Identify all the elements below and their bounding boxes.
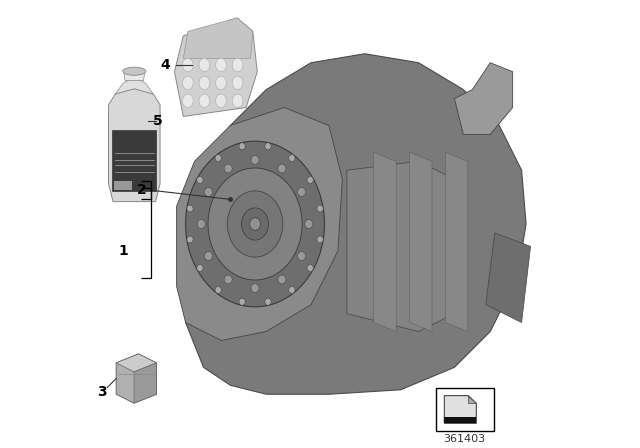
- Ellipse shape: [265, 143, 271, 150]
- Text: 4: 4: [161, 58, 170, 72]
- Polygon shape: [115, 81, 154, 94]
- Ellipse shape: [196, 265, 203, 271]
- Ellipse shape: [317, 205, 323, 212]
- Polygon shape: [174, 18, 257, 116]
- Ellipse shape: [239, 143, 245, 150]
- Polygon shape: [177, 108, 342, 340]
- Ellipse shape: [227, 191, 283, 257]
- Polygon shape: [486, 233, 531, 323]
- Ellipse shape: [278, 164, 286, 173]
- Text: 2: 2: [137, 183, 147, 198]
- Ellipse shape: [224, 164, 232, 173]
- Ellipse shape: [197, 220, 205, 228]
- Ellipse shape: [182, 94, 193, 108]
- Ellipse shape: [216, 94, 227, 108]
- Ellipse shape: [239, 298, 245, 305]
- Ellipse shape: [187, 236, 193, 243]
- Ellipse shape: [298, 188, 306, 196]
- Ellipse shape: [204, 252, 212, 260]
- Ellipse shape: [251, 155, 259, 164]
- Ellipse shape: [216, 58, 227, 72]
- Bar: [114, 181, 132, 190]
- Text: 3: 3: [97, 385, 107, 399]
- Polygon shape: [445, 152, 468, 332]
- Polygon shape: [116, 354, 156, 403]
- Ellipse shape: [232, 94, 243, 108]
- Ellipse shape: [199, 76, 210, 90]
- Polygon shape: [468, 396, 476, 403]
- Ellipse shape: [278, 275, 286, 284]
- Ellipse shape: [216, 76, 227, 90]
- Ellipse shape: [317, 236, 323, 243]
- Text: 1: 1: [118, 244, 128, 258]
- Polygon shape: [183, 18, 253, 58]
- Ellipse shape: [186, 141, 324, 307]
- Ellipse shape: [265, 298, 271, 305]
- Ellipse shape: [305, 220, 313, 228]
- Ellipse shape: [215, 155, 221, 162]
- Text: 361403: 361403: [444, 434, 486, 444]
- Polygon shape: [109, 89, 160, 202]
- Polygon shape: [444, 396, 476, 423]
- Ellipse shape: [224, 275, 232, 284]
- Bar: [436, 388, 494, 431]
- Ellipse shape: [204, 188, 212, 196]
- Bar: [112, 130, 156, 191]
- Polygon shape: [454, 63, 513, 134]
- Ellipse shape: [251, 284, 259, 293]
- Ellipse shape: [182, 76, 193, 90]
- Polygon shape: [347, 161, 454, 332]
- Ellipse shape: [232, 76, 243, 90]
- Ellipse shape: [196, 177, 203, 183]
- Polygon shape: [374, 152, 396, 332]
- Ellipse shape: [199, 94, 210, 108]
- Polygon shape: [124, 73, 145, 81]
- Ellipse shape: [199, 58, 210, 72]
- Ellipse shape: [307, 265, 314, 271]
- Polygon shape: [186, 54, 526, 394]
- Ellipse shape: [208, 168, 302, 280]
- Polygon shape: [116, 354, 156, 372]
- Ellipse shape: [215, 286, 221, 293]
- Ellipse shape: [289, 286, 295, 293]
- Text: 5: 5: [153, 114, 163, 128]
- Ellipse shape: [241, 208, 269, 240]
- Polygon shape: [410, 152, 432, 332]
- Ellipse shape: [182, 58, 193, 72]
- Polygon shape: [134, 363, 156, 403]
- Ellipse shape: [187, 205, 193, 212]
- Bar: [444, 417, 476, 423]
- Ellipse shape: [307, 177, 314, 183]
- Ellipse shape: [250, 218, 260, 230]
- Ellipse shape: [298, 252, 306, 260]
- Ellipse shape: [289, 155, 295, 162]
- Ellipse shape: [232, 58, 243, 72]
- Ellipse shape: [123, 67, 146, 75]
